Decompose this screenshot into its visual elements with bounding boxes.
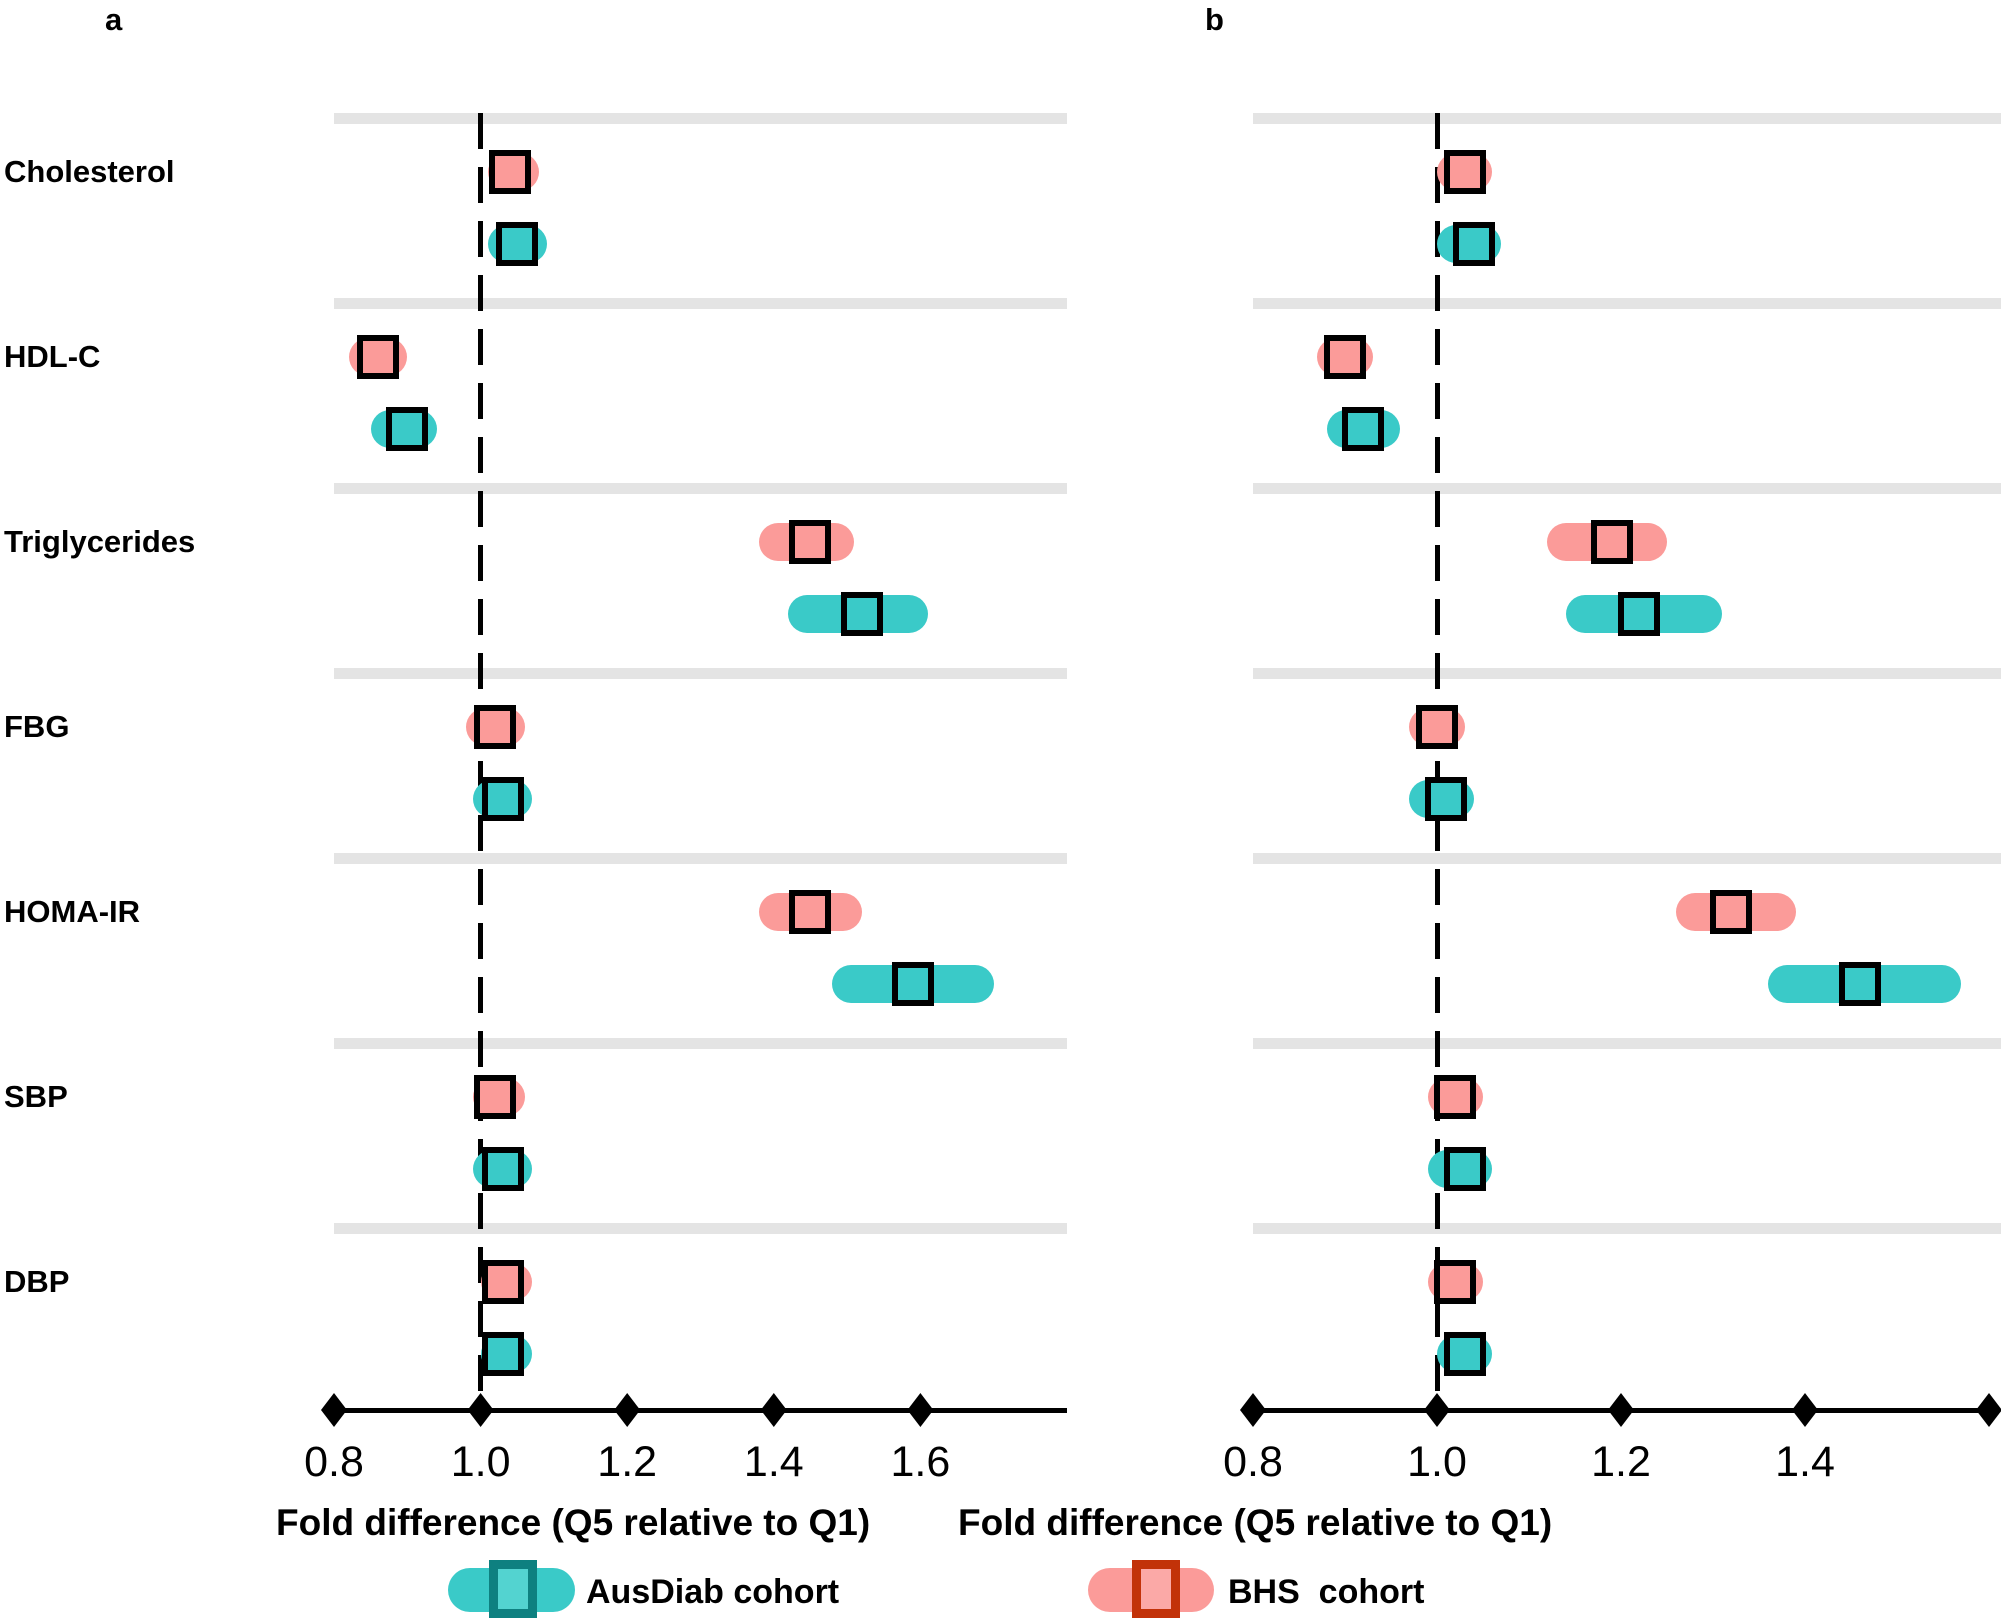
group-separator-band bbox=[1253, 483, 2001, 494]
estimate-square-ausdiab bbox=[386, 407, 429, 451]
estimate-square-bhs bbox=[1434, 1075, 1477, 1119]
estimate-square-bhs bbox=[789, 520, 832, 564]
estimate-square-ausdiab bbox=[892, 962, 935, 1006]
x-tick-label: 1.0 bbox=[1407, 1438, 1467, 1486]
estimate-square-ausdiab bbox=[496, 222, 539, 266]
x-tick-label: 0.8 bbox=[304, 1438, 364, 1486]
x-tick-label: 1.4 bbox=[743, 1438, 804, 1486]
estimate-square-bhs bbox=[1443, 150, 1486, 194]
x-tick-label: 1.0 bbox=[450, 1438, 511, 1486]
x-tick-label: 1.2 bbox=[1591, 1438, 1651, 1486]
estimate-square-ausdiab bbox=[481, 1332, 524, 1376]
category-label-cholesterol: Cholesterol bbox=[4, 154, 175, 189]
category-label-hdl-c: HDL-C bbox=[4, 339, 101, 374]
panel-b-letter: b bbox=[1205, 2, 1224, 37]
group-separator-band bbox=[334, 668, 1067, 679]
estimate-square-ausdiab bbox=[1342, 407, 1385, 451]
reference-line-1-0 bbox=[1434, 113, 1440, 1410]
estimate-square-ausdiab bbox=[481, 1147, 524, 1191]
panel-b-axis-title: Fold difference (Q5 relative to Q1) bbox=[958, 1502, 1553, 1543]
x-tick-label: 1.6 bbox=[890, 1438, 951, 1486]
group-separator-band bbox=[1253, 1038, 2001, 1049]
estimate-square-bhs bbox=[481, 1260, 524, 1304]
group-separator-band bbox=[334, 298, 1067, 309]
panel-a-plot-area bbox=[334, 113, 1067, 1410]
estimate-square-bhs bbox=[1590, 520, 1633, 564]
estimate-square-ausdiab bbox=[1618, 592, 1661, 636]
x-axis-line bbox=[334, 1408, 1067, 1413]
category-label-sbp: SBP bbox=[4, 1079, 68, 1114]
group-separator-band bbox=[1253, 668, 2001, 679]
x-tick-label: 1.2 bbox=[597, 1438, 658, 1486]
estimate-square-ausdiab bbox=[1443, 1332, 1486, 1376]
estimate-square-bhs bbox=[789, 890, 832, 934]
estimate-square-bhs bbox=[1710, 890, 1753, 934]
estimate-square-ausdiab bbox=[840, 592, 883, 636]
category-label-triglycerides: Triglycerides bbox=[4, 524, 196, 559]
group-separator-band bbox=[1253, 1223, 2001, 1234]
category-label-dbp: DBP bbox=[4, 1264, 70, 1299]
estimate-square-ausdiab bbox=[1425, 777, 1468, 821]
estimate-square-ausdiab bbox=[1443, 1147, 1486, 1191]
panel-a-axis-title: Fold difference (Q5 relative to Q1) bbox=[276, 1502, 871, 1543]
group-separator-band bbox=[1253, 298, 2001, 309]
estimate-square-bhs bbox=[1434, 1260, 1477, 1304]
category-label-homa-ir: HOMA-IR bbox=[4, 894, 141, 929]
estimate-square-bhs bbox=[356, 335, 399, 379]
x-tick-label: 1.4 bbox=[1775, 1438, 1835, 1486]
panel-b-plot-area bbox=[1253, 113, 2001, 1410]
estimate-square-bhs bbox=[474, 705, 517, 749]
reference-line-1-0 bbox=[478, 113, 484, 1410]
estimate-square-bhs bbox=[1416, 705, 1458, 749]
panel-a-letter: a bbox=[105, 2, 123, 37]
legend-bhs-estimate-square bbox=[1132, 1560, 1180, 1618]
estimate-square-ausdiab bbox=[481, 777, 524, 821]
estimate-square-bhs bbox=[1324, 335, 1366, 379]
group-separator-band bbox=[334, 483, 1067, 494]
group-separator-band bbox=[334, 1223, 1067, 1234]
legend-ausdiab-estimate-square bbox=[489, 1560, 537, 1618]
estimate-square-bhs bbox=[488, 150, 531, 194]
estimate-square-ausdiab bbox=[1452, 222, 1495, 266]
estimate-square-ausdiab bbox=[1839, 962, 1882, 1006]
group-separator-band bbox=[1253, 853, 2001, 864]
group-separator-band bbox=[334, 853, 1067, 864]
estimate-square-bhs bbox=[474, 1075, 517, 1119]
group-separator-band bbox=[334, 113, 1067, 124]
legend-bhs-label: BHS cohort bbox=[1228, 1573, 1425, 1611]
x-tick-label: 0.8 bbox=[1223, 1438, 1283, 1486]
legend-ausdiab-label: AusDiab cohort bbox=[586, 1573, 840, 1611]
group-separator-band bbox=[1253, 113, 2001, 124]
group-separator-band bbox=[334, 1038, 1067, 1049]
category-label-fbg: FBG bbox=[4, 709, 70, 744]
